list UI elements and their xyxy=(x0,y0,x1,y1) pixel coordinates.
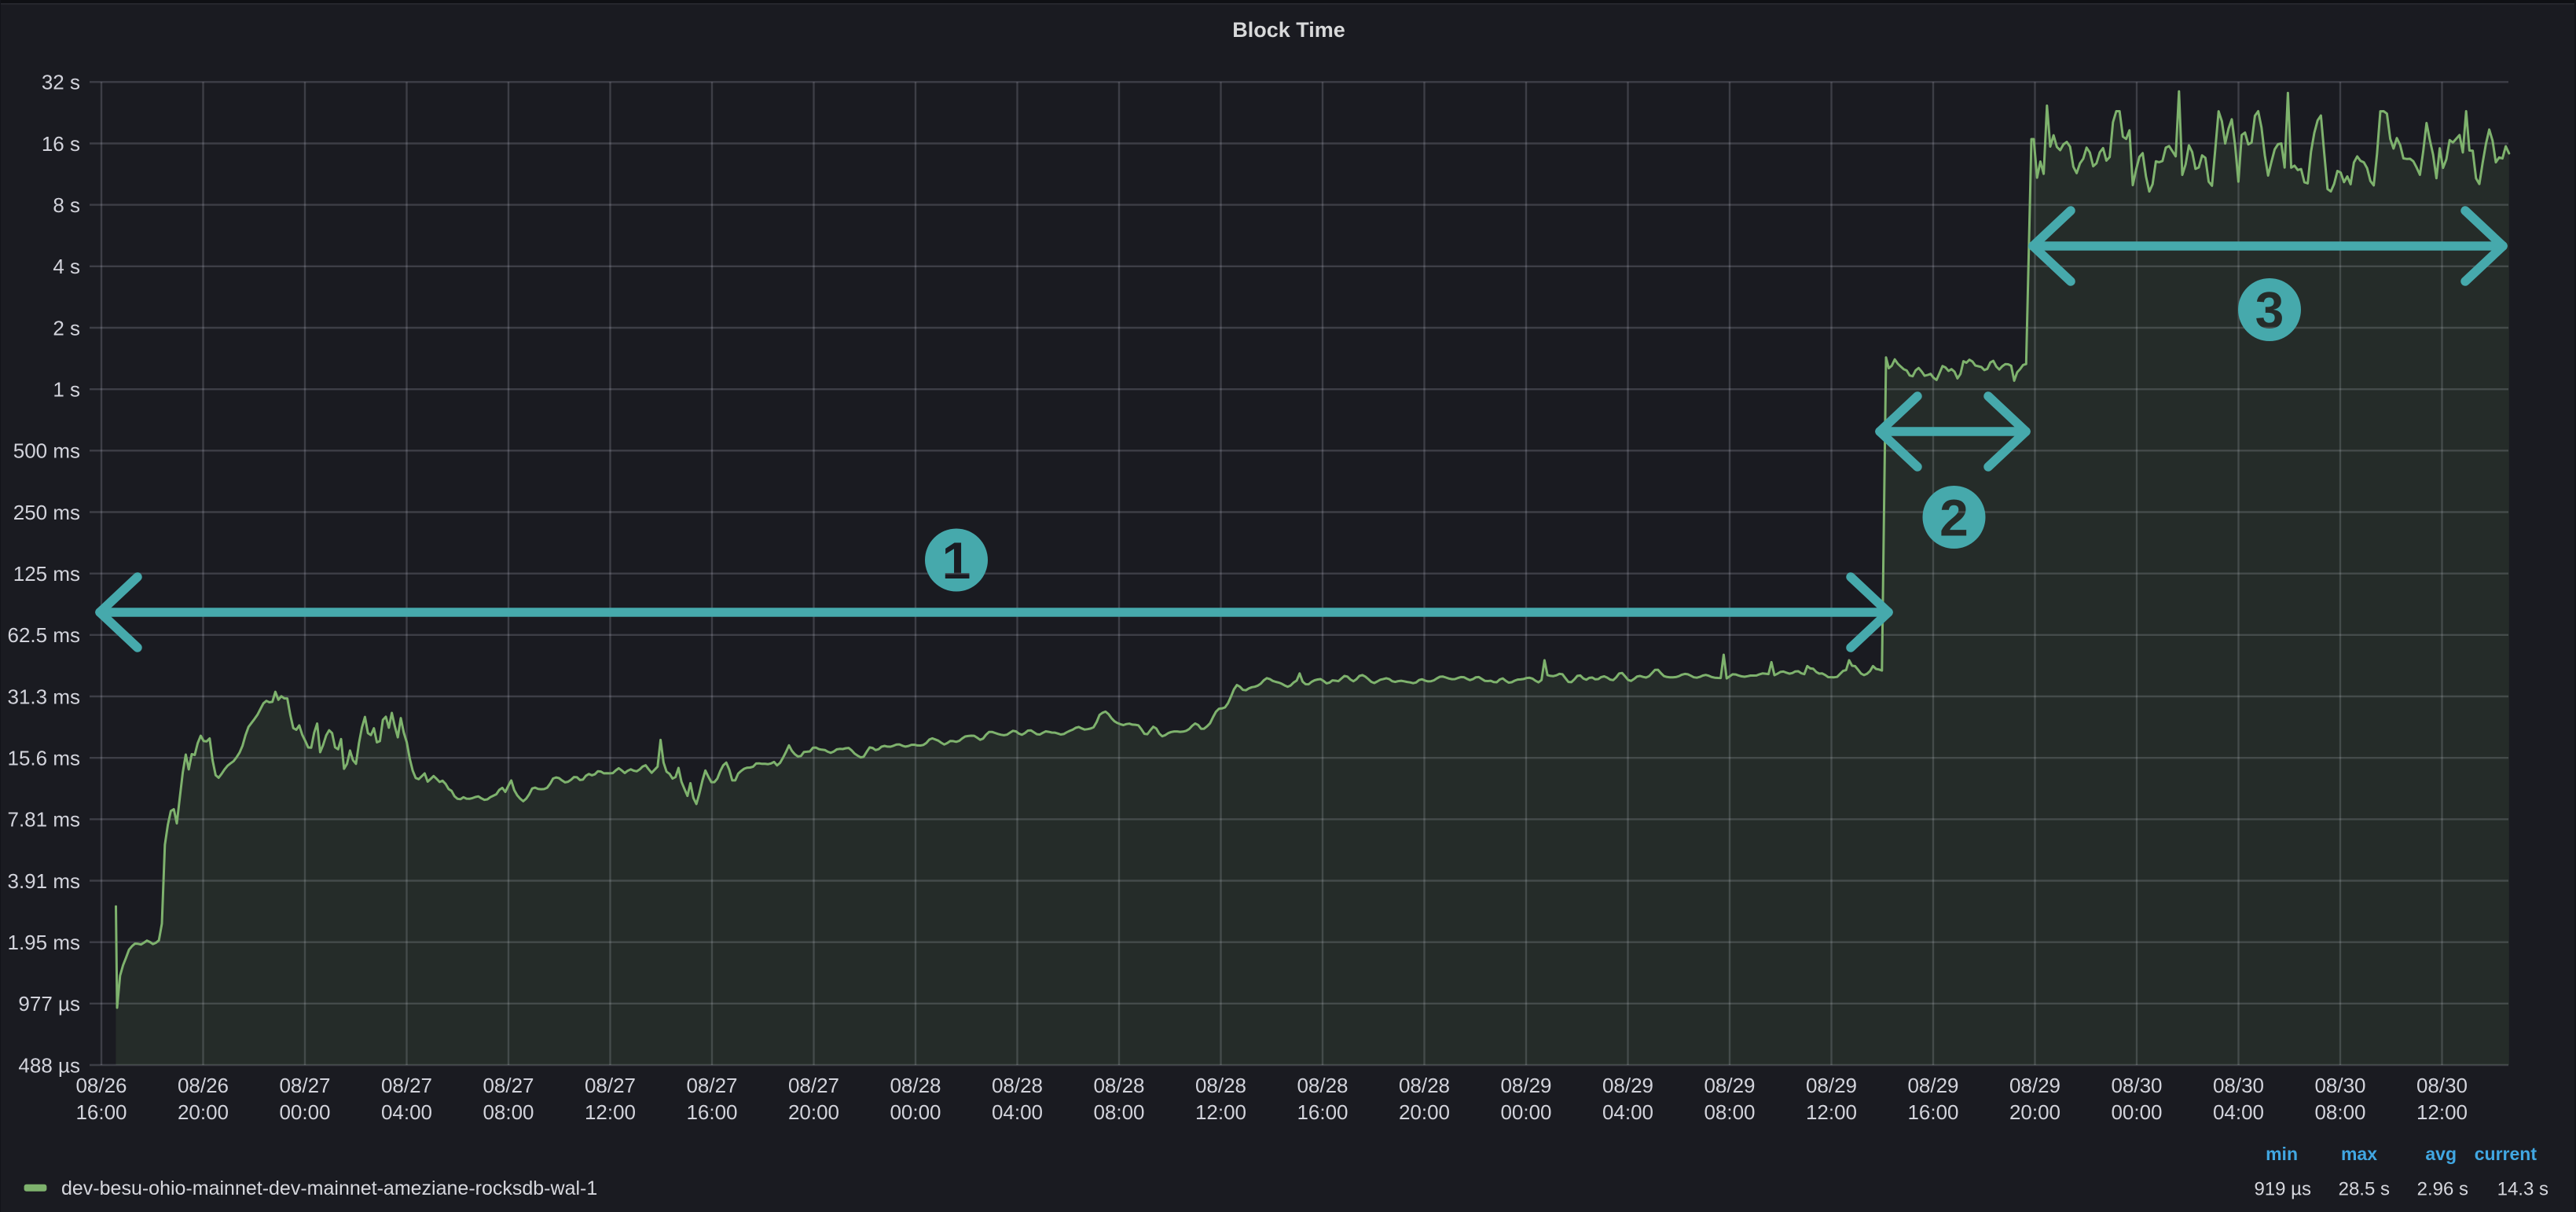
svg-text:1.95 ms: 1.95 ms xyxy=(8,931,81,954)
svg-text:977 µs: 977 µs xyxy=(18,992,80,1016)
svg-text:dev-besu-ohio-mainnet-dev-main: dev-besu-ohio-mainnet-dev-mainnet-amezia… xyxy=(61,1177,597,1199)
svg-text:62.5 ms: 62.5 ms xyxy=(8,623,81,647)
svg-text:08/28: 08/28 xyxy=(1399,1074,1450,1097)
svg-text:max: max xyxy=(2341,1144,2377,1164)
svg-text:12:00: 12:00 xyxy=(2416,1100,2468,1124)
svg-text:04:00: 04:00 xyxy=(2213,1100,2264,1124)
svg-text:08/29: 08/29 xyxy=(1806,1074,1857,1097)
svg-text:2.96 s: 2.96 s xyxy=(2417,1179,2468,1200)
svg-text:08/27: 08/27 xyxy=(686,1074,737,1097)
svg-text:1 s: 1 s xyxy=(53,378,80,402)
svg-text:08/27: 08/27 xyxy=(483,1074,534,1097)
svg-text:3.91 ms: 3.91 ms xyxy=(8,869,81,893)
svg-text:125 ms: 125 ms xyxy=(13,562,80,586)
svg-text:488 µs: 488 µs xyxy=(18,1053,80,1077)
svg-text:8 s: 8 s xyxy=(53,193,80,217)
svg-text:08/26: 08/26 xyxy=(75,1074,127,1097)
svg-text:Block Time: Block Time xyxy=(1232,18,1345,42)
svg-text:04:00: 04:00 xyxy=(381,1100,432,1124)
svg-text:00:00: 00:00 xyxy=(1500,1100,1551,1124)
svg-text:08/29: 08/29 xyxy=(1500,1074,1551,1097)
svg-text:28.5 s: 28.5 s xyxy=(2339,1179,2390,1200)
svg-text:08:00: 08:00 xyxy=(1093,1100,1144,1124)
svg-text:08/27: 08/27 xyxy=(788,1074,839,1097)
svg-text:08/30: 08/30 xyxy=(2416,1074,2468,1097)
svg-text:current: current xyxy=(2475,1144,2537,1164)
svg-text:500 ms: 500 ms xyxy=(13,439,80,463)
svg-text:16:00: 16:00 xyxy=(1907,1100,1958,1124)
svg-text:00:00: 00:00 xyxy=(890,1100,941,1124)
svg-text:08/29: 08/29 xyxy=(1602,1074,1653,1097)
svg-text:919 µs: 919 µs xyxy=(2254,1179,2311,1200)
svg-text:08/27: 08/27 xyxy=(585,1074,636,1097)
svg-text:12:00: 12:00 xyxy=(585,1100,636,1124)
svg-text:12:00: 12:00 xyxy=(1806,1100,1857,1124)
svg-text:2 s: 2 s xyxy=(53,316,80,340)
svg-text:08/29: 08/29 xyxy=(1704,1074,1755,1097)
svg-text:14.3 s: 14.3 s xyxy=(2497,1179,2548,1200)
svg-text:04:00: 04:00 xyxy=(992,1100,1043,1124)
svg-text:16 s: 16 s xyxy=(42,132,80,156)
svg-text:08/26: 08/26 xyxy=(178,1074,229,1097)
svg-text:08/28: 08/28 xyxy=(1195,1074,1246,1097)
svg-text:08/28: 08/28 xyxy=(992,1074,1043,1097)
svg-text:31.3 ms: 31.3 ms xyxy=(8,685,81,708)
svg-text:08/29: 08/29 xyxy=(1907,1074,1958,1097)
svg-text:250 ms: 250 ms xyxy=(13,501,80,524)
svg-text:16:00: 16:00 xyxy=(1297,1100,1348,1124)
svg-text:08:00: 08:00 xyxy=(2314,1100,2365,1124)
svg-text:16:00: 16:00 xyxy=(686,1100,737,1124)
svg-text:20:00: 20:00 xyxy=(1399,1100,1450,1124)
svg-text:7.81 ms: 7.81 ms xyxy=(8,808,81,832)
svg-text:12:00: 12:00 xyxy=(1195,1100,1246,1124)
svg-text:08/28: 08/28 xyxy=(1297,1074,1348,1097)
svg-text:08/27: 08/27 xyxy=(279,1074,330,1097)
svg-text:32 s: 32 s xyxy=(42,71,80,94)
svg-text:00:00: 00:00 xyxy=(279,1100,330,1124)
svg-text:08/30: 08/30 xyxy=(2314,1074,2365,1097)
svg-text:15.6 ms: 15.6 ms xyxy=(8,747,81,770)
svg-text:4 s: 4 s xyxy=(53,255,80,278)
svg-text:08/27: 08/27 xyxy=(381,1074,432,1097)
svg-text:08/30: 08/30 xyxy=(2213,1074,2264,1097)
svg-text:20:00: 20:00 xyxy=(178,1100,229,1124)
svg-text:min: min xyxy=(2266,1144,2298,1164)
svg-text:08/30: 08/30 xyxy=(2111,1074,2162,1097)
svg-text:08/29: 08/29 xyxy=(2009,1074,2060,1097)
svg-text:00:00: 00:00 xyxy=(2111,1100,2162,1124)
svg-text:avg: avg xyxy=(2425,1144,2457,1164)
svg-text:08:00: 08:00 xyxy=(483,1100,534,1124)
svg-text:20:00: 20:00 xyxy=(2009,1100,2060,1124)
svg-text:20:00: 20:00 xyxy=(788,1100,839,1124)
svg-text:08/28: 08/28 xyxy=(890,1074,941,1097)
svg-text:08:00: 08:00 xyxy=(1704,1100,1755,1124)
svg-text:04:00: 04:00 xyxy=(1602,1100,1653,1124)
svg-text:16:00: 16:00 xyxy=(75,1100,127,1124)
svg-text:08/28: 08/28 xyxy=(1093,1074,1144,1097)
